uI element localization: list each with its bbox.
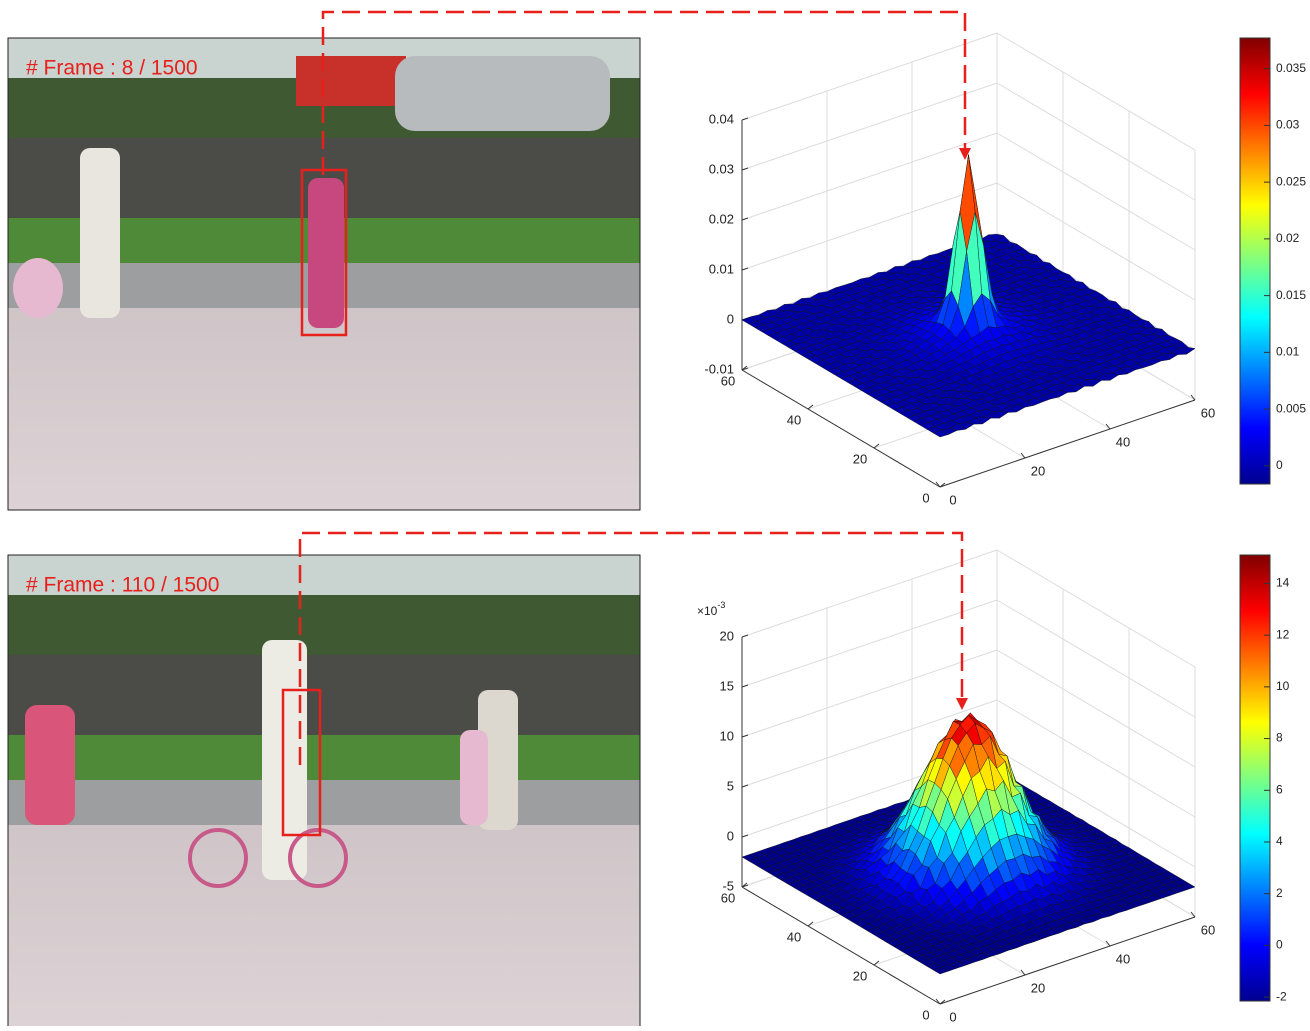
x-tick-label: 40	[1116, 434, 1130, 449]
colorbar-tick-label: 0.025	[1276, 174, 1306, 188]
grid-line	[997, 600, 1195, 717]
z-tick-label: 0.01	[709, 261, 734, 276]
colorbar-scale	[1240, 555, 1270, 1001]
tick-mark	[742, 685, 748, 687]
exponent-power: -3	[717, 600, 725, 610]
car	[395, 56, 610, 131]
person	[308, 178, 344, 328]
y-tick-label: 20	[853, 968, 867, 983]
colorbar-tick-label: 12	[1276, 627, 1290, 641]
frame-label: # Frame : 8 / 1500	[26, 57, 198, 80]
y-tick-label: 60	[721, 373, 735, 388]
z-tick-label: 0	[727, 828, 734, 843]
colorbar-tick-label: 0.005	[1276, 401, 1306, 415]
person	[460, 730, 488, 825]
figure: # Frame : 8 / 1500-0.0100.010.020.030.04…	[0, 0, 1310, 1026]
z-tick-label: 15	[720, 678, 734, 693]
tick-mark	[742, 835, 748, 837]
grid-line	[742, 600, 997, 687]
tick-mark	[742, 785, 748, 787]
trees	[8, 595, 640, 665]
z-tick-label: 0.02	[709, 211, 734, 226]
y-tick-label: 0	[922, 1007, 929, 1022]
colorbar: -2 0 2 4 6 8 10 12 14	[1240, 555, 1290, 1003]
colorbar-tick-label: 14	[1276, 576, 1290, 590]
grid-line	[742, 550, 997, 637]
x-tick-label: 0	[949, 492, 956, 507]
x-tick-label: 60	[1201, 922, 1215, 937]
pavement	[8, 825, 640, 1026]
tick-mark	[742, 635, 748, 637]
colorbar-tick-label: 0.015	[1276, 288, 1306, 302]
tick-mark	[742, 168, 748, 170]
stone-wall	[8, 655, 640, 735]
arrow-head	[956, 698, 968, 710]
surface	[742, 713, 1195, 974]
z-exponent: ×10-3	[697, 600, 725, 618]
z-tick-label: 0	[727, 311, 734, 326]
person	[80, 148, 120, 318]
exponent-base: ×10	[697, 604, 718, 618]
pavement	[8, 308, 640, 510]
grid-line	[742, 33, 997, 120]
colorbar-scale	[1240, 38, 1270, 484]
colorbar-tick-label: 0.02	[1276, 231, 1300, 245]
tick-mark	[742, 735, 748, 737]
video-frame: # Frame : 110 / 1500	[8, 555, 640, 1026]
grid-line	[997, 33, 1195, 150]
x-tick-label: 20	[1031, 463, 1045, 478]
y-tick-label: 40	[787, 412, 801, 427]
z-tick-label: 5	[727, 778, 734, 793]
colorbar-tick-label: 2	[1276, 886, 1283, 900]
person	[13, 258, 63, 318]
x-tick-label: 20	[1031, 980, 1045, 995]
person	[25, 705, 75, 825]
x-tick-label: 60	[1201, 405, 1215, 420]
grid-line	[742, 133, 997, 220]
colorbar-tick-label: 0.035	[1276, 61, 1306, 75]
colorbar-tick-label: 0	[1276, 458, 1283, 472]
tick-mark	[742, 218, 748, 220]
colorbar-tick-label: 8	[1276, 731, 1283, 745]
z-tick-label: 0.04	[709, 111, 734, 126]
banner	[296, 56, 406, 106]
colorbar: 0 0.005 0.01 0.015 0.02 0.025 0.03 0.035	[1240, 38, 1306, 484]
y-tick-label: 40	[787, 929, 801, 944]
y-tick-label: 60	[721, 890, 735, 905]
panel: # Frame : 110 / 1500-505101520×10-302040…	[8, 550, 1290, 1026]
y-tick-label: 0	[922, 490, 929, 505]
colorbar-tick-label: -2	[1276, 989, 1287, 1003]
y-tick-label: 20	[853, 451, 867, 466]
tick-mark	[742, 118, 748, 120]
grass	[8, 735, 640, 780]
grid-line	[742, 83, 997, 170]
grid-line	[997, 650, 1195, 767]
grid-line	[997, 83, 1195, 200]
z-tick-label: 20	[720, 628, 734, 643]
panel: # Frame : 8 / 1500-0.0100.010.020.030.04…	[8, 33, 1306, 510]
x-tick-label: 0	[949, 1009, 956, 1024]
z-tick-label: 10	[720, 728, 734, 743]
grid-line	[997, 133, 1195, 250]
colorbar-tick-label: 4	[1276, 834, 1283, 848]
colorbar-tick-label: 6	[1276, 782, 1283, 796]
colorbar-tick-label: 0	[1276, 938, 1283, 952]
x-tick-label: 40	[1116, 951, 1130, 966]
z-tick-label: 0.03	[709, 161, 734, 176]
colorbar-tick-label: 0.03	[1276, 118, 1300, 132]
frame-label: # Frame : 110 / 1500	[26, 574, 219, 597]
grid-line	[997, 550, 1195, 667]
colorbar-tick-label: 10	[1276, 679, 1290, 693]
colorbar-tick-label: 0.01	[1276, 345, 1300, 359]
tick-mark	[742, 268, 748, 270]
curb	[8, 780, 640, 825]
